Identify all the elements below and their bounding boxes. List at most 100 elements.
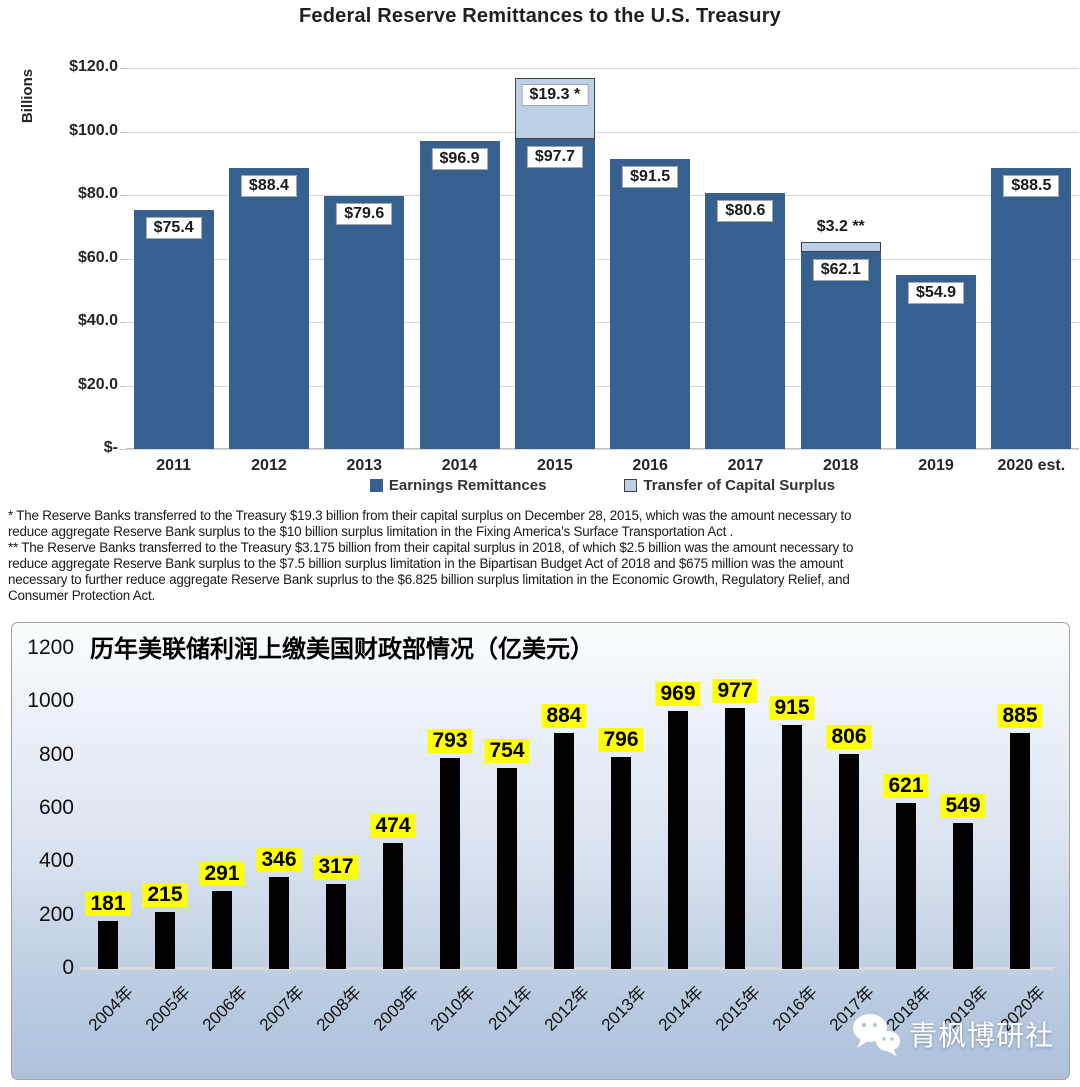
x-axis-label: 2018 (822, 457, 859, 474)
watermark-text: 青枫博研社 (909, 1020, 1055, 1051)
footnote-line: Consumer Protection Act. (8, 587, 156, 603)
bar-value-label: 977 (712, 679, 758, 704)
x-axis-label: 2011 (156, 457, 191, 474)
y-tick-label: $40.0 (77, 312, 118, 329)
bottom-chart-title: 历年美联储利润上缴美国财政部情况（亿美元） (90, 636, 594, 663)
x-axis-label: 2016 (632, 457, 668, 474)
bar-value-label: 215 (142, 882, 188, 907)
bar-value-label: $80.6 (717, 200, 774, 223)
x-axis-label: 2012 (251, 457, 287, 474)
axis-tick-mark (120, 68, 126, 69)
gridline (126, 68, 1079, 69)
watermark: 青枫博研社 (850, 1011, 1054, 1057)
bar-value-label: 621 (883, 774, 929, 799)
footnote-line: * The Reserve Banks transferred to the T… (8, 508, 852, 523)
bar: $79.6 (324, 196, 405, 449)
bar (1010, 733, 1030, 969)
bar (611, 756, 631, 969)
bar (440, 757, 460, 969)
bar-value-label: $75.4 (145, 216, 202, 239)
axis-tick-mark (120, 322, 126, 323)
y-tick-label: $20.0 (77, 375, 118, 393)
bar: $62.1 (800, 251, 881, 449)
bar (212, 891, 232, 969)
bar-value-label: 806 (826, 725, 872, 750)
y-tick-label: 1200 (27, 636, 74, 659)
bar (782, 725, 802, 969)
legend-item: Earnings Remittances (369, 477, 547, 494)
bar-value-label: 885 (997, 704, 1043, 728)
gridline (126, 385, 1079, 387)
bar (668, 710, 688, 969)
bar (269, 876, 289, 969)
bar-value-label: $88.5 (1003, 175, 1060, 198)
bar (497, 767, 517, 969)
bar-value-label: 549 (940, 793, 986, 818)
axis-tick-mark (120, 258, 126, 260)
bar: $91.5 (610, 158, 691, 449)
bar-value-label: $54.9 (908, 281, 965, 304)
bar-value-label: 884 (541, 704, 587, 729)
top-chart-footnotes: * The Reserve Banks transferred to the T… (8, 508, 1074, 603)
bar-value-label: 793 (427, 728, 473, 753)
legend-swatch (624, 479, 638, 492)
bar-value-label: 181 (85, 891, 131, 916)
x-axis-label: 2019 (918, 457, 954, 474)
bar (98, 920, 118, 969)
bar (953, 822, 973, 969)
bar-value-label: $88.4 (240, 175, 297, 198)
bar-value-label: 474 (370, 813, 416, 838)
y-tick-label: $60.0 (77, 248, 118, 266)
fed-profit-to-treasury-chart: 历年美联储利润上缴美国财政部情况（亿美元） 1200 1000 800 600 400 2… (11, 622, 1070, 1080)
bar-value-label: 969 (655, 681, 701, 706)
legend-label: Transfer of Capital Surplus (643, 477, 836, 494)
bar (155, 911, 175, 969)
federal-reserve-remittances-chart: Federal Reserve Remittances to the U.S. … (8, 5, 1079, 603)
x-axis-label: 2015 (537, 457, 573, 474)
bar (725, 708, 745, 969)
legend-swatch (369, 479, 383, 492)
bar-value-label: 346 (256, 847, 302, 872)
top-chart-x-axis-labels: 2011 2012 2013 2014 2015 2016 2017 2018 2019 2020… (126, 457, 1079, 479)
legend-label: Earnings Remittances (388, 477, 547, 494)
gridline (126, 131, 1079, 133)
top-chart-plot-area: 2011 2012 2013 2014 2015 2016 2017 2018 2019 2020… (120, 68, 1079, 474)
gridline (126, 322, 1079, 323)
bottom-chart-bars: 181 215 291 346 317 474 793 754 884 796 969 977 915 8… (12, 623, 1069, 969)
bar-value-label: 796 (598, 727, 644, 752)
footnote-line: reduce aggregate Reserve Bank surplus to… (8, 523, 734, 539)
x-axis-label: 2014 (441, 457, 478, 474)
gridline (126, 195, 1079, 196)
y-tick-label: 1000 (27, 689, 74, 713)
legend-item: Transfer of Capital Surplus (624, 477, 835, 494)
y-tick-label: 600 (38, 795, 74, 819)
bar-value-label: $96.9 (431, 148, 488, 171)
bar (383, 842, 403, 969)
bar: $80.6 (705, 193, 786, 449)
y-tick-label: 400 (38, 849, 74, 873)
y-tick-label: 0 (62, 955, 74, 979)
bar (839, 754, 859, 969)
top-chart-y-axis-ticks: $120.0 $100.0 $80.0 $60.0 $40.0 $20.0 $- (28, 58, 118, 456)
bar (554, 733, 574, 969)
x-axis-label: 2020 est. (997, 457, 1066, 474)
capital-surplus-segment (800, 241, 881, 252)
y-tick-label: 800 (38, 742, 74, 766)
x-axis-label: 2017 (727, 457, 764, 474)
bar-value-label: 915 (769, 696, 815, 720)
axis-tick-mark (120, 385, 126, 387)
y-tick-label: $120.0 (69, 58, 118, 75)
bar: $88.4 (228, 168, 309, 449)
y-tick-label: 200 (38, 902, 74, 926)
axis-tick-mark (120, 449, 126, 450)
bar-value-label: $79.6 (336, 203, 393, 226)
bar (326, 884, 346, 969)
bar-value-label: 317 (313, 855, 359, 880)
y-tick-label: $100.0 (69, 121, 118, 139)
bar-value-label: $62.1 (812, 258, 869, 281)
surplus-value-label: $19.3 * (521, 83, 589, 106)
axis-tick-mark (120, 195, 126, 196)
bar: $54.9 (896, 274, 977, 449)
gridline (126, 258, 1079, 260)
footnote-line: ** The Reserve Banks transferred to the … (8, 539, 854, 555)
